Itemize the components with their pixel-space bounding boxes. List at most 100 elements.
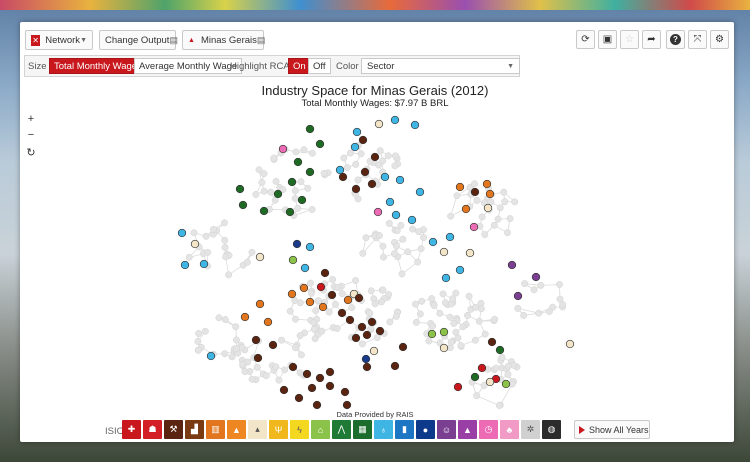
graph-node-highlighted [470, 372, 480, 382]
graph-node-highlighted [415, 187, 425, 197]
graph-node [366, 157, 374, 165]
people-icon[interactable]: ☗ [143, 420, 162, 439]
graph-node-highlighted [369, 346, 379, 356]
graph-node [392, 312, 400, 320]
graph-node [501, 198, 509, 206]
save-button[interactable]: ▣ [598, 30, 617, 49]
graph-node-highlighted [238, 200, 248, 210]
graph-node [447, 212, 455, 220]
graph-node [253, 363, 261, 371]
change-output-button[interactable]: Change Output ▤ [99, 30, 178, 50]
graph-node [384, 152, 392, 160]
save-icon: ▣ [602, 34, 613, 45]
industry-space-graph[interactable] [20, 22, 734, 442]
bank-icon[interactable]: ▦ [353, 420, 372, 439]
graph-node [393, 227, 401, 235]
graph-node [504, 370, 512, 378]
settings-button[interactable]: ⚙ [710, 30, 729, 49]
graph-node-highlighted [305, 297, 315, 307]
house-icon[interactable]: ⌂ [311, 420, 330, 439]
lab-icon[interactable]: ▴ [248, 420, 267, 439]
app-panel: ✕ Network ▼ Change Output ▤ ▲ Minas Gera… [20, 22, 734, 442]
mask-icon[interactable]: ☺ [437, 420, 456, 439]
star-button[interactable]: ☆ [620, 30, 639, 49]
graph-node [473, 196, 481, 204]
utensils-icon[interactable]: Ψ [269, 420, 288, 439]
graph-node-highlighted [428, 237, 438, 247]
graph-node-highlighted [288, 362, 298, 372]
graph-node [296, 332, 304, 340]
graph-node [371, 300, 379, 308]
graph-node-highlighted [255, 299, 265, 309]
graph-node [535, 309, 543, 317]
graph-node [260, 170, 268, 178]
minus-icon: − [27, 129, 35, 141]
clock-icon[interactable]: ◷ [479, 420, 498, 439]
graph-node [397, 221, 405, 229]
graph-node-highlighted [453, 382, 463, 392]
zoom-in-button[interactable]: + [24, 112, 38, 126]
graph-node [418, 297, 426, 305]
graph-node [480, 382, 488, 389]
graph-node-highlighted [455, 265, 465, 275]
pickaxe-icon[interactable]: ⚒ [164, 420, 183, 439]
graph-node [545, 308, 553, 315]
refresh-button[interactable]: ⟳ [576, 30, 595, 49]
building-icon[interactable]: ▮ [395, 420, 414, 439]
share-button[interactable]: ➦ [642, 30, 661, 49]
graph-node [414, 258, 422, 266]
graph-node [504, 362, 512, 370]
graph-node [379, 157, 387, 165]
globe-icon[interactable]: ◍ [542, 420, 561, 439]
rca-off-button[interactable]: Off [308, 58, 331, 74]
graph-node-highlighted [565, 339, 575, 349]
graph-node [308, 206, 316, 213]
graph-node [248, 248, 256, 256]
location-button[interactable]: ▲ Minas Gerais ▤ [182, 30, 265, 50]
help-icon: ? [670, 34, 681, 45]
graph-node-highlighted [320, 268, 330, 278]
show-all-years-button[interactable]: Show All Years [574, 420, 650, 439]
graph-node [373, 334, 381, 342]
cone-icon[interactable]: ▲ [227, 420, 246, 439]
graph-node-highlighted [293, 157, 303, 167]
graph-node-highlighted [362, 330, 372, 340]
graph-node [201, 327, 209, 335]
graph-node [278, 336, 286, 344]
help-button[interactable]: ? [666, 30, 685, 49]
size-option-average[interactable]: Average Monthly Wage [134, 58, 243, 74]
school-icon[interactable]: ▲ [458, 420, 477, 439]
factory-icon[interactable]: ▟ [185, 420, 204, 439]
color-select[interactable]: Sector ▼ [361, 58, 520, 74]
road-icon[interactable]: ⋀ [332, 420, 351, 439]
graph-node-highlighted [337, 308, 347, 318]
graph-nodes [177, 115, 575, 410]
graph-node [404, 248, 412, 256]
cross-icon[interactable]: ✚ [122, 420, 141, 439]
graph-node-highlighted [370, 152, 380, 162]
gear-icon[interactable]: ✲ [521, 420, 540, 439]
graph-node-highlighted [263, 317, 273, 327]
zoom-out-button[interactable]: − [24, 128, 38, 142]
cupcake-icon[interactable]: ♣ [500, 420, 519, 439]
graph-node [270, 154, 278, 162]
graph-node [457, 342, 465, 349]
network-button[interactable]: ✕ Network ▼ [25, 30, 93, 50]
graph-node [492, 364, 500, 372]
reset-zoom-button[interactable]: ↻ [24, 145, 38, 159]
graph-node [221, 350, 229, 358]
drop-icon[interactable]: ● [416, 420, 435, 439]
book-icon[interactable]: ▥ [206, 420, 225, 439]
graph-node-highlighted [357, 322, 367, 332]
graph-node [464, 311, 471, 319]
graph-node-highlighted [316, 282, 326, 292]
graph-node-highlighted [253, 353, 263, 363]
flask-icon[interactable]: ♁ [374, 420, 393, 439]
graph-node [417, 245, 425, 253]
star-icon: ☆ [625, 34, 634, 45]
share-icon: ➦ [647, 34, 656, 45]
plug-icon[interactable]: ϟ [290, 420, 309, 439]
graph-node [494, 215, 502, 223]
fullscreen-button[interactable]: ⤧ [688, 30, 707, 49]
graph-node [416, 310, 424, 318]
